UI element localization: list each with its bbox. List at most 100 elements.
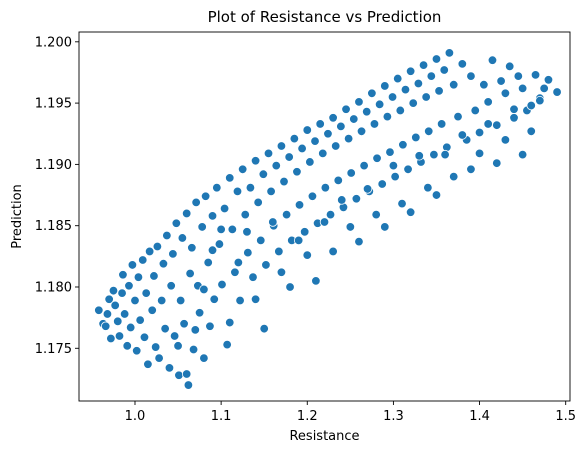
scatter-point — [305, 157, 315, 167]
scatter-point — [429, 149, 439, 160]
scatter-point — [190, 325, 200, 335]
scatter-point — [382, 111, 393, 122]
scatter-point — [284, 152, 294, 162]
scatter-point — [513, 71, 524, 81]
scatter-point — [147, 305, 157, 315]
scatter-point — [395, 105, 406, 116]
scatter-point — [114, 331, 125, 341]
scatter-point — [453, 111, 463, 122]
scatter-point — [119, 309, 130, 319]
scatter-point — [191, 197, 201, 208]
x-tick-label: 1.5 — [555, 409, 576, 424]
scatter-point — [372, 153, 382, 163]
scatter-point — [479, 80, 489, 90]
scatter-point — [100, 321, 111, 331]
scatter-point — [377, 179, 387, 189]
scatter-point — [388, 160, 399, 171]
scatter-point — [424, 126, 434, 137]
scatter-point — [168, 249, 178, 259]
scatter-point — [310, 136, 320, 146]
scatter-point — [219, 203, 230, 214]
scatter-point — [323, 129, 333, 139]
scatter-point — [175, 295, 186, 306]
scatter-point — [276, 141, 287, 151]
scatter-point — [150, 342, 161, 352]
scatter-point — [106, 333, 116, 344]
scatter-point — [356, 126, 367, 137]
scatter-point — [212, 182, 222, 193]
y-tick-label: 1.185 — [35, 219, 72, 234]
scatter-point — [426, 71, 437, 81]
scatter-point — [552, 87, 562, 97]
scatter-point — [205, 321, 215, 331]
scatter-point — [530, 70, 541, 80]
scatter-point — [539, 83, 549, 94]
x-tick-label: 1.2 — [297, 409, 318, 424]
scatter-point — [108, 285, 119, 296]
scatter-point — [418, 60, 429, 70]
scatter-point — [398, 140, 408, 150]
scatter-point — [242, 227, 252, 237]
chart-title: Plot of Resistance vs Prediction — [208, 8, 442, 26]
scatter-point — [466, 164, 476, 175]
scatter-point — [139, 332, 150, 342]
scatter-point — [130, 295, 140, 306]
scatter-point — [331, 141, 341, 151]
scatter-point — [135, 315, 145, 325]
scatter-point — [233, 257, 244, 268]
scatter-point — [492, 158, 502, 168]
x-tick-label: 1.1 — [211, 409, 232, 424]
scatter-point — [253, 197, 263, 208]
scatter-point — [160, 323, 170, 334]
x-tick-label: 1.0 — [125, 409, 146, 424]
scatter-point — [411, 132, 421, 143]
scatter-point — [483, 97, 493, 107]
scatter-point — [444, 48, 455, 58]
scatter-point — [362, 184, 373, 194]
scatter-point — [500, 88, 511, 99]
scatter-point — [274, 246, 284, 257]
scatter-point — [470, 105, 480, 116]
scatter-point — [337, 195, 347, 205]
scatter-point — [436, 119, 447, 129]
scatter-point — [293, 235, 304, 246]
scatter-point — [216, 224, 226, 235]
scatter-point — [367, 88, 377, 99]
scatter-point — [232, 186, 243, 197]
scatter-point — [289, 133, 300, 144]
x-tick-label: 1.4 — [469, 409, 490, 424]
scatter-point — [179, 319, 189, 329]
scatter-point — [449, 80, 459, 90]
scatter-point — [385, 147, 395, 157]
y-tick-label: 1.190 — [35, 158, 72, 173]
scatter-point — [292, 167, 302, 177]
scatter-point — [387, 92, 398, 102]
scatter-point — [294, 200, 305, 210]
scatter-point — [302, 125, 312, 135]
scatter-point — [217, 279, 227, 290]
scatter-point — [315, 119, 325, 129]
scatter-point — [299, 227, 310, 237]
scatter-point — [517, 83, 528, 94]
scatter-point — [169, 331, 180, 341]
scatter-point — [403, 164, 413, 175]
scatter-point — [271, 160, 281, 171]
scatter-point — [117, 288, 127, 298]
scatter-point — [259, 323, 269, 334]
scatter-point — [173, 341, 183, 351]
scatter-point — [250, 294, 261, 304]
scatter-point — [266, 186, 276, 197]
scatter-point — [390, 171, 400, 182]
scatter-point — [152, 241, 163, 252]
scatter-point — [124, 281, 134, 291]
scatter-point — [200, 191, 211, 201]
scatter-point — [483, 119, 493, 129]
scatter-point — [214, 239, 225, 249]
scatter-point — [374, 99, 385, 110]
scatter-point — [122, 341, 132, 351]
scatter-point — [113, 316, 123, 327]
scatter-point — [110, 300, 120, 311]
scatter-point — [144, 246, 155, 257]
points-layer — [94, 48, 562, 390]
scatter-point — [346, 168, 356, 178]
